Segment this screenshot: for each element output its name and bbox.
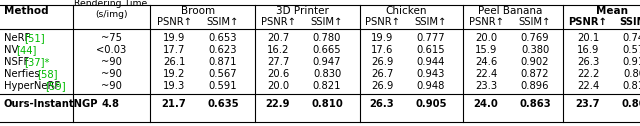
Text: PSNR↑: PSNR↑ (468, 17, 504, 27)
Text: Method: Method (4, 6, 49, 16)
Text: 0.814: 0.814 (623, 81, 640, 91)
Text: 22.2: 22.2 (577, 69, 599, 79)
Text: <0.03: <0.03 (96, 45, 126, 55)
Text: 20.6: 20.6 (267, 69, 289, 79)
Text: 0.905: 0.905 (415, 99, 447, 109)
Text: 0.591: 0.591 (209, 81, 237, 91)
Text: 0.902: 0.902 (521, 57, 549, 67)
Text: 20.1: 20.1 (577, 33, 599, 43)
Text: 26.9: 26.9 (371, 57, 393, 67)
Text: 27.7: 27.7 (267, 57, 289, 67)
Text: [44]: [44] (16, 45, 36, 55)
Text: 0.380: 0.380 (521, 45, 549, 55)
Text: NV: NV (4, 45, 22, 55)
Text: 19.2: 19.2 (163, 69, 185, 79)
Text: 17.6: 17.6 (371, 45, 393, 55)
Text: 21.7: 21.7 (162, 99, 186, 109)
Text: 26.3: 26.3 (577, 57, 599, 67)
Text: ~75: ~75 (100, 33, 122, 43)
Text: [51]: [51] (24, 33, 45, 43)
Text: 0.872: 0.872 (521, 69, 549, 79)
Text: Broom: Broom (181, 6, 215, 16)
Text: 23.3: 23.3 (475, 81, 497, 91)
Text: 19.3: 19.3 (163, 81, 185, 91)
Text: 20.0: 20.0 (267, 81, 289, 91)
Text: 3D Printer: 3D Printer (276, 6, 328, 16)
Text: Nerfies: Nerfies (4, 69, 43, 79)
Text: 23.7: 23.7 (576, 99, 600, 109)
Text: 0.571: 0.571 (623, 45, 640, 55)
Text: PSNR↑: PSNR↑ (260, 17, 296, 27)
Text: NeRF: NeRF (4, 33, 33, 43)
Text: 24.6: 24.6 (475, 57, 497, 67)
Text: 24.0: 24.0 (474, 99, 499, 109)
Text: 26.9: 26.9 (371, 81, 393, 91)
Text: 16.9: 16.9 (577, 45, 599, 55)
Text: 26.1: 26.1 (163, 57, 185, 67)
Text: ~90: ~90 (100, 69, 122, 79)
Text: [59]: [59] (45, 81, 66, 91)
Text: 16.2: 16.2 (267, 45, 289, 55)
Text: 0.916: 0.916 (623, 57, 640, 67)
Text: 20.0: 20.0 (475, 33, 497, 43)
Text: SSIM↑: SSIM↑ (311, 17, 343, 27)
Text: 22.4: 22.4 (577, 81, 599, 91)
Text: 0.777: 0.777 (417, 33, 445, 43)
Text: 0.896: 0.896 (521, 81, 549, 91)
Text: 19.9: 19.9 (163, 33, 185, 43)
Text: Ours-InstantNGP: Ours-InstantNGP (4, 99, 99, 109)
Text: 17.7: 17.7 (163, 45, 185, 55)
Text: 0.810: 0.810 (311, 99, 343, 109)
Text: 0.780: 0.780 (313, 33, 341, 43)
Text: 0.623: 0.623 (209, 45, 237, 55)
Text: 26.3: 26.3 (370, 99, 394, 109)
Text: 0.635: 0.635 (207, 99, 239, 109)
Text: 0.947: 0.947 (313, 57, 341, 67)
Text: 0.769: 0.769 (521, 33, 549, 43)
Text: PSNR↑: PSNR↑ (157, 17, 191, 27)
Text: 0.944: 0.944 (417, 57, 445, 67)
Text: ~90: ~90 (100, 57, 122, 67)
Text: Peel Banana: Peel Banana (478, 6, 542, 16)
Text: 0.653: 0.653 (209, 33, 237, 43)
Text: 4.8: 4.8 (102, 99, 120, 109)
Text: Rendering Time
(s/img): Rendering Time (s/img) (74, 0, 148, 19)
Text: PSNR↑: PSNR↑ (568, 17, 607, 27)
Text: SSIM↑: SSIM↑ (619, 17, 640, 27)
Text: 0.863: 0.863 (519, 99, 551, 109)
Text: 26.7: 26.7 (371, 69, 393, 79)
Text: [58]: [58] (36, 69, 58, 79)
Text: SSIM↑: SSIM↑ (415, 17, 447, 27)
Text: HyperNeRF: HyperNeRF (4, 81, 63, 91)
Text: 19.9: 19.9 (371, 33, 393, 43)
Text: PSNR↑: PSNR↑ (365, 17, 399, 27)
Text: SSIM↑: SSIM↑ (519, 17, 551, 27)
Text: SSIM↑: SSIM↑ (207, 17, 239, 27)
Text: 22.9: 22.9 (266, 99, 291, 109)
Text: 0.567: 0.567 (209, 69, 237, 79)
Text: 0.803: 0.803 (621, 99, 640, 109)
Text: NSFF: NSFF (4, 57, 33, 67)
Text: 0.871: 0.871 (209, 57, 237, 67)
Text: 22.4: 22.4 (475, 69, 497, 79)
Text: 0.745: 0.745 (623, 33, 640, 43)
Text: 0.948: 0.948 (417, 81, 445, 91)
Text: 0.943: 0.943 (417, 69, 445, 79)
Text: 0.821: 0.821 (313, 81, 341, 91)
Text: 0.665: 0.665 (313, 45, 341, 55)
Text: [37]*: [37]* (24, 57, 50, 67)
Text: Chicken: Chicken (385, 6, 427, 16)
Text: 0.803: 0.803 (623, 69, 640, 79)
Text: 20.7: 20.7 (267, 33, 289, 43)
Text: 0.830: 0.830 (313, 69, 341, 79)
Text: 0.615: 0.615 (417, 45, 445, 55)
Text: Mean: Mean (596, 6, 628, 16)
Text: ~90: ~90 (100, 81, 122, 91)
Text: 15.9: 15.9 (475, 45, 497, 55)
